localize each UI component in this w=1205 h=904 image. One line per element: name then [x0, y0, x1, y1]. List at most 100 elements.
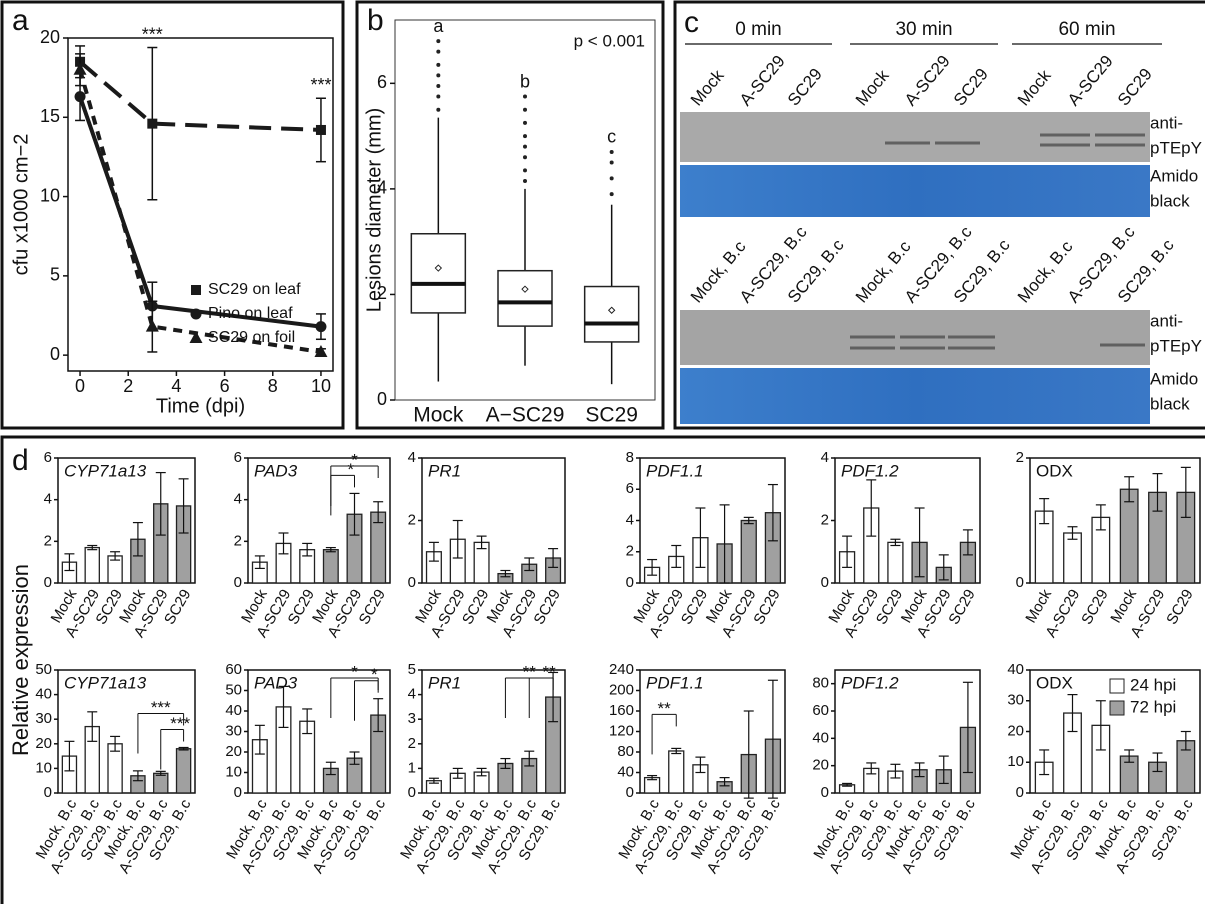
x-tick-label: 10: [311, 376, 331, 396]
y-tick-label: 0: [1016, 574, 1024, 591]
bar: [1120, 489, 1138, 583]
point: [75, 91, 86, 102]
y-tick-label: 2: [821, 511, 829, 528]
row-label: black: [1150, 191, 1190, 210]
y-axis-label: Relative expression: [8, 564, 33, 756]
chart-title: PR1: [428, 461, 461, 480]
outlier: [523, 134, 527, 138]
point: [146, 320, 159, 332]
y-tick-label: 10: [35, 759, 52, 776]
bar: [177, 749, 191, 793]
time-label: 60 min: [1058, 19, 1115, 40]
annotation: **: [543, 662, 557, 681]
x-tick-label: Mock: [413, 404, 464, 427]
chart-title: PAD3: [254, 461, 298, 480]
outlier: [436, 50, 440, 54]
outlier: [523, 121, 527, 125]
lane-label: SC29: [784, 65, 826, 110]
chart-title: PDF1.2: [841, 673, 899, 692]
x-tick-label: 6: [220, 376, 230, 396]
y-tick-label: 80: [812, 675, 829, 692]
row-label: anti-: [1150, 113, 1183, 132]
legend-marker: [191, 285, 201, 295]
y-tick-label: 30: [1007, 692, 1024, 709]
y-tick-label: 2: [1016, 449, 1024, 466]
x-tick-label: SC29: [585, 404, 638, 427]
outlier: [610, 192, 614, 196]
y-tick-label: 0: [234, 784, 242, 801]
y-axis-label: cfu x1000 cm−2: [10, 134, 32, 276]
y-tick-label: 50: [225, 681, 242, 698]
chart-title: PR1: [428, 673, 461, 692]
blot-strip: [680, 165, 1150, 217]
legend-swatch: [1110, 679, 1124, 693]
chart-title: ODX: [1036, 673, 1073, 692]
lane-label: A-SC29: [1064, 52, 1117, 110]
outlier: [523, 95, 527, 99]
y-tick-label: 4: [234, 491, 242, 508]
lane-label: Mock: [687, 66, 728, 110]
y-tick-label: 0: [626, 784, 634, 801]
outlier: [436, 73, 440, 77]
y-tick-label: 30: [35, 710, 52, 727]
y-tick-label: 20: [1007, 722, 1024, 739]
y-tick-label: 2: [234, 532, 242, 549]
y-tick-label: 50: [35, 661, 52, 678]
y-tick-label: 3: [408, 710, 416, 727]
annotation: p < 0.001: [574, 31, 645, 50]
row-label: black: [1150, 394, 1190, 413]
x-tick-label: 2: [123, 376, 133, 396]
y-tick-label: 40: [225, 702, 242, 719]
x-tick-label: 8: [268, 376, 278, 396]
bar: [1064, 533, 1082, 583]
row-label: anti-: [1150, 311, 1183, 330]
legend-label: 24 hpi: [1130, 675, 1176, 694]
lane-label: Mock: [1014, 66, 1055, 110]
y-tick-label: 4: [408, 686, 416, 703]
series-line: [80, 62, 321, 130]
legend-label: SC29 on foil: [208, 329, 295, 346]
y-tick-label: 20: [225, 743, 242, 760]
y-tick-label: 1: [408, 759, 416, 776]
y-tick-label: 60: [225, 661, 242, 678]
y-tick-label: 6: [44, 449, 52, 466]
y-tick-label: 2: [408, 511, 416, 528]
chart-title: CYP71a13: [64, 461, 147, 480]
outlier: [436, 95, 440, 99]
box: [411, 234, 465, 313]
outlier: [436, 39, 440, 43]
legend-swatch: [1110, 701, 1124, 715]
y-tick-label: 6: [377, 72, 387, 92]
y-tick-label: 5: [408, 661, 416, 678]
outlier: [523, 145, 527, 149]
y-tick-label: 0: [44, 784, 52, 801]
y-tick-label: 0: [626, 574, 634, 591]
y-tick-label: 0: [50, 344, 60, 364]
bar: [154, 773, 168, 793]
outlier: [436, 84, 440, 88]
bar: [669, 751, 684, 793]
annotation: **: [658, 699, 672, 718]
y-tick-label: 40: [1007, 661, 1024, 678]
point: [147, 119, 157, 129]
row-label: pTEpY: [1150, 138, 1202, 157]
row-label: pTEpY: [1150, 336, 1202, 355]
y-tick-label: 160: [609, 702, 634, 719]
annotation: ***: [170, 714, 190, 733]
legend-label: 72 hpi: [1130, 697, 1176, 716]
chart-title: ODX: [1036, 461, 1073, 480]
bar: [741, 521, 756, 584]
y-tick-label: 4: [408, 449, 416, 466]
row-label: Amido: [1150, 369, 1198, 388]
figure: a051015200246810Time (dpi)cfu x1000 cm−2…: [0, 0, 1205, 904]
y-tick-label: 5: [50, 265, 60, 285]
box: [585, 287, 639, 342]
y-tick-label: 20: [35, 735, 52, 752]
bar: [323, 550, 338, 583]
outlier: [610, 161, 614, 165]
panel-frame: [2, 2, 343, 428]
y-tick-label: 0: [821, 574, 829, 591]
panel-label: b: [367, 4, 384, 37]
y-tick-label: 2: [44, 532, 52, 549]
y-tick-label: 0: [1016, 784, 1024, 801]
